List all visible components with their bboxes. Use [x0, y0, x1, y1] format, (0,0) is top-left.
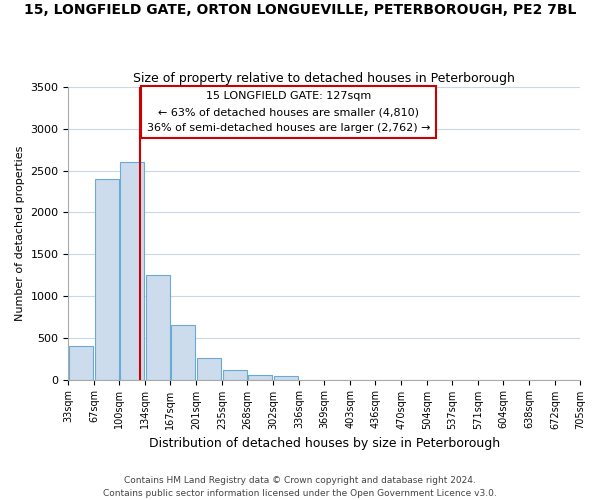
Title: Size of property relative to detached houses in Peterborough: Size of property relative to detached ho…	[133, 72, 515, 85]
Bar	[248, 375, 272, 380]
Bar	[274, 376, 298, 380]
Bar	[171, 325, 195, 380]
Bar	[197, 358, 221, 380]
Bar	[223, 370, 247, 380]
Y-axis label: Number of detached properties: Number of detached properties	[15, 146, 25, 321]
Text: 15, LONGFIELD GATE, ORTON LONGUEVILLE, PETERBOROUGH, PE2 7BL: 15, LONGFIELD GATE, ORTON LONGUEVILLE, P…	[24, 2, 576, 16]
Text: 15 LONGFIELD GATE: 127sqm
← 63% of detached houses are smaller (4,810)
36% of se: 15 LONGFIELD GATE: 127sqm ← 63% of detac…	[146, 92, 430, 132]
Bar	[146, 275, 170, 380]
Text: Contains HM Land Registry data © Crown copyright and database right 2024.
Contai: Contains HM Land Registry data © Crown c…	[103, 476, 497, 498]
Bar	[69, 346, 93, 380]
Bar	[120, 162, 144, 380]
X-axis label: Distribution of detached houses by size in Peterborough: Distribution of detached houses by size …	[149, 437, 500, 450]
Bar	[95, 179, 119, 380]
